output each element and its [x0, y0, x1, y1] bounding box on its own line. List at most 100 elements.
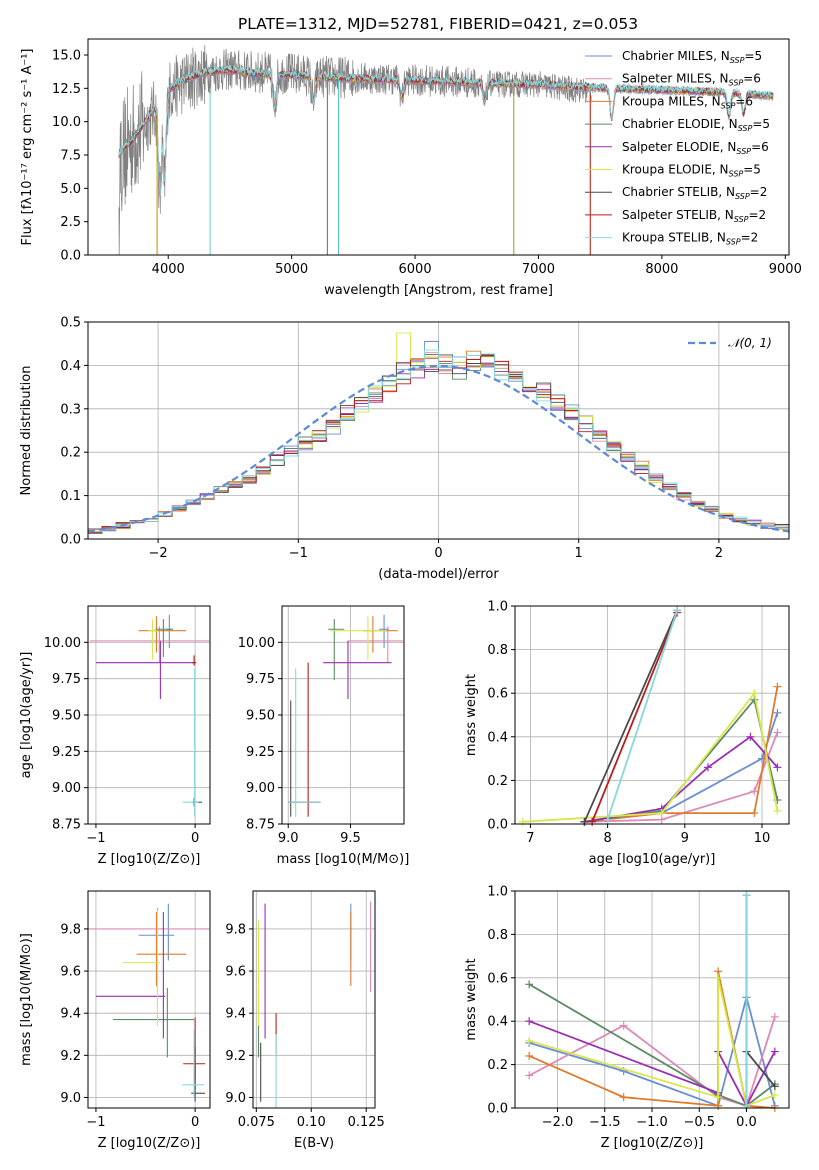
plot-frame: [87, 38, 790, 256]
tick-label-y: 0.1: [60, 489, 81, 504]
tick-label-x: 0.125: [348, 1115, 385, 1130]
weight-line: [528, 983, 776, 1107]
tick-label-x: 1: [575, 546, 583, 561]
tick-label-x: 10: [754, 831, 771, 846]
histogram-legend: 𝒩(0, 1): [688, 336, 772, 350]
tick-label-y: 9.00: [246, 781, 275, 796]
tick-label-y: 9.4: [225, 1007, 246, 1022]
mass-vs-z-errorbars: [88, 903, 210, 1102]
tick-label-x: 7: [526, 831, 534, 846]
legend-label-sub: SSP: [726, 238, 741, 247]
histogram-steps: [88, 332, 789, 534]
tick-label-y: 0.5: [60, 316, 81, 331]
tick-label-y: 0.8: [487, 643, 508, 658]
tick-label-y: 9.6: [225, 965, 246, 980]
mass-weight-vs-age-frame: 7 8 9 10 0.0 0.2 0.4 0.6 0.8 1.0 age [log10(age/yr…: [464, 600, 790, 867]
axis-label-x: E(B-V): [294, 1136, 334, 1151]
legend-label: Chabrier MILES, NSSP=5: [622, 49, 762, 65]
tick-label-y: 1.0: [487, 885, 508, 900]
figure-title: PLATE=1312, MJD=52781, FIBERID=0421, z=0…: [238, 15, 638, 33]
tick-label-y: 2.5: [60, 215, 81, 230]
age-vs-z-axes: [88, 606, 210, 825]
age-vs-mass-frame: 9.0 9.5 8.75 9.00 9.25 9.50 9.75 10.00 mass [log…: [238, 605, 410, 867]
axis-label-x: mass [log10(M/M⊙)]: [277, 852, 410, 867]
mass-weight-vs-z-frame: −2.0 −1.5 −1.0 −0.5 0.0 0.0 0.2 0.4 0.6 0.8 1.0 Z […: [464, 885, 790, 1151]
legend-label-sub: SSP: [736, 147, 751, 156]
legend-label-val: =6: [751, 140, 769, 154]
tick-label-y: 7.5: [60, 149, 81, 164]
plot-frame: [514, 605, 790, 825]
axis-label-x: Z [log10(Z/Z⊙)]: [98, 1136, 201, 1151]
axis-label-y: Flux [fλ10⁻¹⁷ erg cm⁻² s⁻¹ A⁻¹]: [20, 49, 35, 246]
legend-label-sub: SSP: [721, 101, 736, 110]
legend-label: Salpeter ELODIE, NSSP=6: [622, 140, 769, 156]
weight-line: [606, 610, 678, 820]
axis-label-y: mass [log10(M/M⊙)]: [19, 933, 34, 1066]
tick-label-y: 0.2: [487, 1058, 508, 1073]
axis-label-x: age [log10(age/yr)]: [589, 852, 716, 867]
axis-label-y: mass weight: [464, 674, 479, 756]
legend-label-val: =5: [744, 49, 762, 63]
tick-label-y: 9.8: [60, 922, 81, 937]
legend-label-val: =2: [750, 185, 768, 199]
legend-label-main: Salpeter STELIB, N: [622, 208, 734, 222]
mass-vs-z-axes: [88, 891, 210, 1108]
legend-label-val: =2: [748, 208, 766, 222]
weight-line: [522, 691, 779, 823]
axis-label-y: mass weight: [464, 958, 479, 1040]
tick-label-y: 9.0: [60, 1091, 81, 1106]
tick-label-y: 0.4: [60, 359, 81, 374]
spectrum-lines: [118, 44, 774, 255]
legend-label-main: Kroupa MILES, N: [622, 94, 721, 108]
tick-label-y: 0.0: [487, 1102, 508, 1117]
tick-label-x: 6000: [399, 262, 432, 277]
legend-label: Chabrier ELODIE, NSSP=5: [622, 117, 770, 133]
tick-label-x: 4000: [152, 262, 185, 277]
tick-label-y: 9.25: [52, 745, 81, 760]
tick-label-x: −1: [86, 1115, 105, 1130]
tick-label-y: 0.0: [60, 249, 81, 264]
legend-label-sub: SSP: [735, 192, 750, 201]
mass-vs-ebv-axes: [253, 891, 375, 1108]
tick-label-y: 5.0: [60, 182, 81, 197]
histogram-step: [88, 349, 789, 532]
legend-label: Salpeter STELIB, NSSP=2: [622, 208, 766, 224]
tick-label-y: 9.50: [246, 709, 275, 724]
tick-label-y: 0.0: [487, 818, 508, 833]
age-vs-z-frame: −1 0 8.75 9.00 9.25 9.50 9.75 10.00 Z [log10(Z/Z…: [19, 605, 211, 867]
age-vs-mass-errorbars: [288, 614, 403, 817]
tick-label-y: 10.0: [52, 115, 81, 130]
tick-label-y: 0.4: [487, 1015, 508, 1030]
tick-label-y: 9.0: [225, 1091, 246, 1106]
tick-label-x: 0.0: [736, 1115, 757, 1130]
legend-label-val: =5: [743, 163, 761, 177]
tick-label-x: −2.0: [542, 1115, 574, 1130]
axis-label-x: (data-model)/error: [378, 567, 499, 582]
tick-label-x: 7000: [522, 262, 555, 277]
age-vs-z-errorbars: [89, 614, 210, 817]
legend-label-val: =5: [752, 117, 770, 131]
tick-label-y: 9.2: [60, 1049, 81, 1064]
legend-label-main: Chabrier MILES, N: [622, 49, 730, 63]
tick-label-x: 0: [191, 1115, 199, 1130]
legend-label: Chabrier STELIB, NSSP=2: [622, 185, 767, 201]
axis-label-y: Normed distribution: [19, 366, 34, 496]
legend-label-sub: SSP: [730, 56, 745, 65]
legend-label: Kroupa ELODIE, NSSP=5: [622, 163, 761, 179]
tick-label-y: 0.2: [487, 774, 508, 789]
tick-label-y: 12.5: [52, 82, 81, 97]
plot-frame: [87, 890, 211, 1109]
tick-label-x: 0.10: [297, 1115, 326, 1130]
axis-label-x: wavelength [Angstrom, rest frame]: [324, 283, 553, 298]
axis-label-x: Z [log10(Z/Z⊙)]: [98, 852, 201, 867]
legend-label-main: Chabrier ELODIE, N: [622, 117, 738, 131]
tick-label-y: 8.75: [52, 818, 81, 833]
tick-label-y: 9.00: [52, 781, 81, 796]
tick-label-y: 15.0: [52, 49, 81, 64]
tick-label-y: 9.75: [246, 672, 275, 687]
axis-label-x: Z [log10(Z/Z⊙)]: [601, 1136, 704, 1151]
weight-line: [584, 735, 779, 823]
legend-label: 𝒩(0, 1): [728, 336, 772, 350]
legend-label-main: Kroupa ELODIE, N: [622, 163, 729, 177]
tick-label-y: 0.6: [487, 971, 508, 986]
